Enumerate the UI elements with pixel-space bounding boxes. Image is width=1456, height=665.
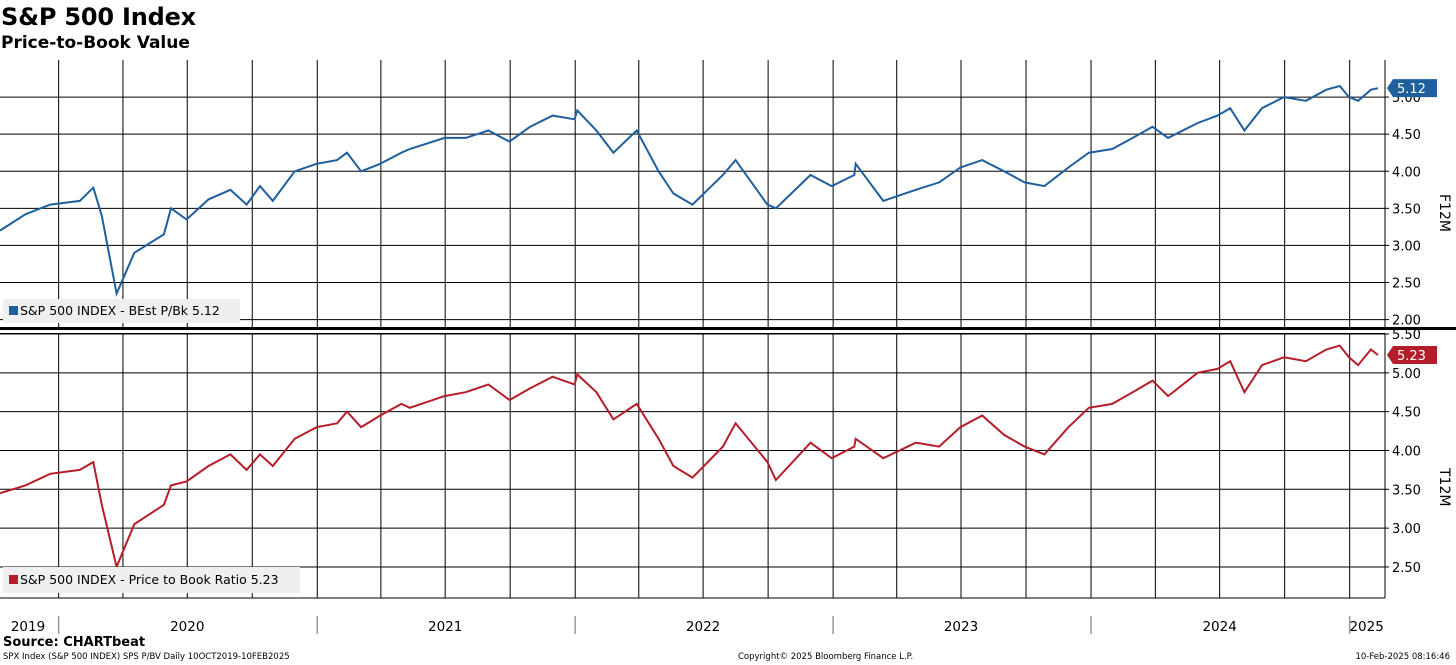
bottom-axis-side-label: T12M — [1436, 467, 1452, 506]
top-y-axis: 2.002.503.003.504.004.505.00 — [1385, 91, 1421, 329]
top-y-tick-label: 3.00 — [1392, 239, 1421, 254]
bottom-y-tick-label: 5.00 — [1392, 367, 1421, 382]
top-y-tick-label: 4.50 — [1392, 128, 1421, 143]
top-last-value-tag: 5.12 — [1387, 79, 1437, 98]
panel-separator-thin — [0, 333, 1385, 334]
footer-timestamp: 10-Feb-2025 08:16:46 — [1355, 652, 1450, 662]
top-last-value-tag-box — [1387, 79, 1437, 98]
bottom-y-tick-label: 4.00 — [1392, 444, 1421, 459]
top-panel-grid — [0, 60, 1386, 327]
top-y-tick-label: 2.00 — [1392, 314, 1421, 329]
panel-separator — [0, 327, 1456, 330]
top-last-value-tag-text: 5.12 — [1397, 82, 1426, 97]
bottom-last-value-tag: 5.23 — [1387, 345, 1437, 364]
source-note: Source: CHARTbeat — [3, 635, 146, 650]
bottom-y-tick-label: 4.50 — [1392, 406, 1421, 421]
top-y-tick-label: 4.00 — [1392, 165, 1421, 180]
bottom-legend-label: S&P 500 INDEX - Price to Book Ratio 5.23 — [20, 572, 279, 587]
bottom-y-axis: 2.50 3.00 3.50 4.00 4.50 5.00 5.50 — [1385, 328, 1421, 576]
top-y-tick-label: 2.50 — [1392, 277, 1421, 292]
top-legend-label: S&P 500 INDEX - BEst P/Bk 5.12 — [20, 303, 220, 318]
x-axis-year-label: 2024 — [1202, 619, 1236, 635]
bottom-last-value-tag-box — [1387, 345, 1437, 364]
series-line-price-to-book — [0, 344, 1379, 571]
bottom-last-value-tag-text: 5.23 — [1397, 349, 1426, 364]
x-axis-year-label: 2019 — [11, 619, 45, 635]
top-panel: 2.002.503.003.504.004.505.00 F12M S&P 50… — [0, 79, 1452, 329]
bottom-y-tick-label: 3.50 — [1392, 483, 1421, 498]
x-axis-year-label: 2021 — [428, 619, 462, 635]
series-line-best-pbk — [0, 84, 1379, 297]
footer-ticker-info: SPX Index (S&P 500 INDEX) SPS P/BV Daily… — [3, 652, 290, 662]
top-legend-swatch — [9, 306, 18, 315]
chart-subtitle: Price-to-Book Value — [1, 33, 190, 53]
x-axis-year-label: 2023 — [944, 619, 978, 635]
top-legend: S&P 500 INDEX - BEst P/Bk 5.12 — [3, 299, 240, 323]
bottom-panel-grid — [0, 333, 1386, 598]
x-axis-year-label: 2020 — [170, 619, 204, 635]
chart-title: S&P 500 Index — [1, 3, 196, 31]
bottom-panel: 2.50 3.00 3.50 4.00 4.50 5.00 5.50 T12M S&P 50… — [0, 328, 1452, 593]
x-axis-year-label: 2025 — [1349, 619, 1383, 635]
bottom-legend-swatch — [9, 575, 18, 584]
bottom-y-tick-label: 5.50 — [1392, 328, 1421, 343]
x-axis: 2019 2020 2021 2022 2023 2024 2025 — [0, 597, 1385, 635]
footer-copyright: Copyright© 2025 Bloomberg Finance L.P. — [738, 652, 914, 662]
top-y-tick-label: 3.50 — [1392, 202, 1421, 217]
bottom-y-tick-label: 3.00 — [1392, 522, 1421, 537]
bottom-legend: S&P 500 INDEX - Price to Book Ratio 5.23 — [3, 567, 300, 593]
top-axis-side-label: F12M — [1436, 194, 1452, 232]
bottom-y-tick-label: 2.50 — [1392, 561, 1421, 576]
bottom-legend-box — [3, 567, 300, 593]
top-legend-box — [3, 299, 240, 323]
x-axis-year-label: 2022 — [686, 619, 720, 635]
